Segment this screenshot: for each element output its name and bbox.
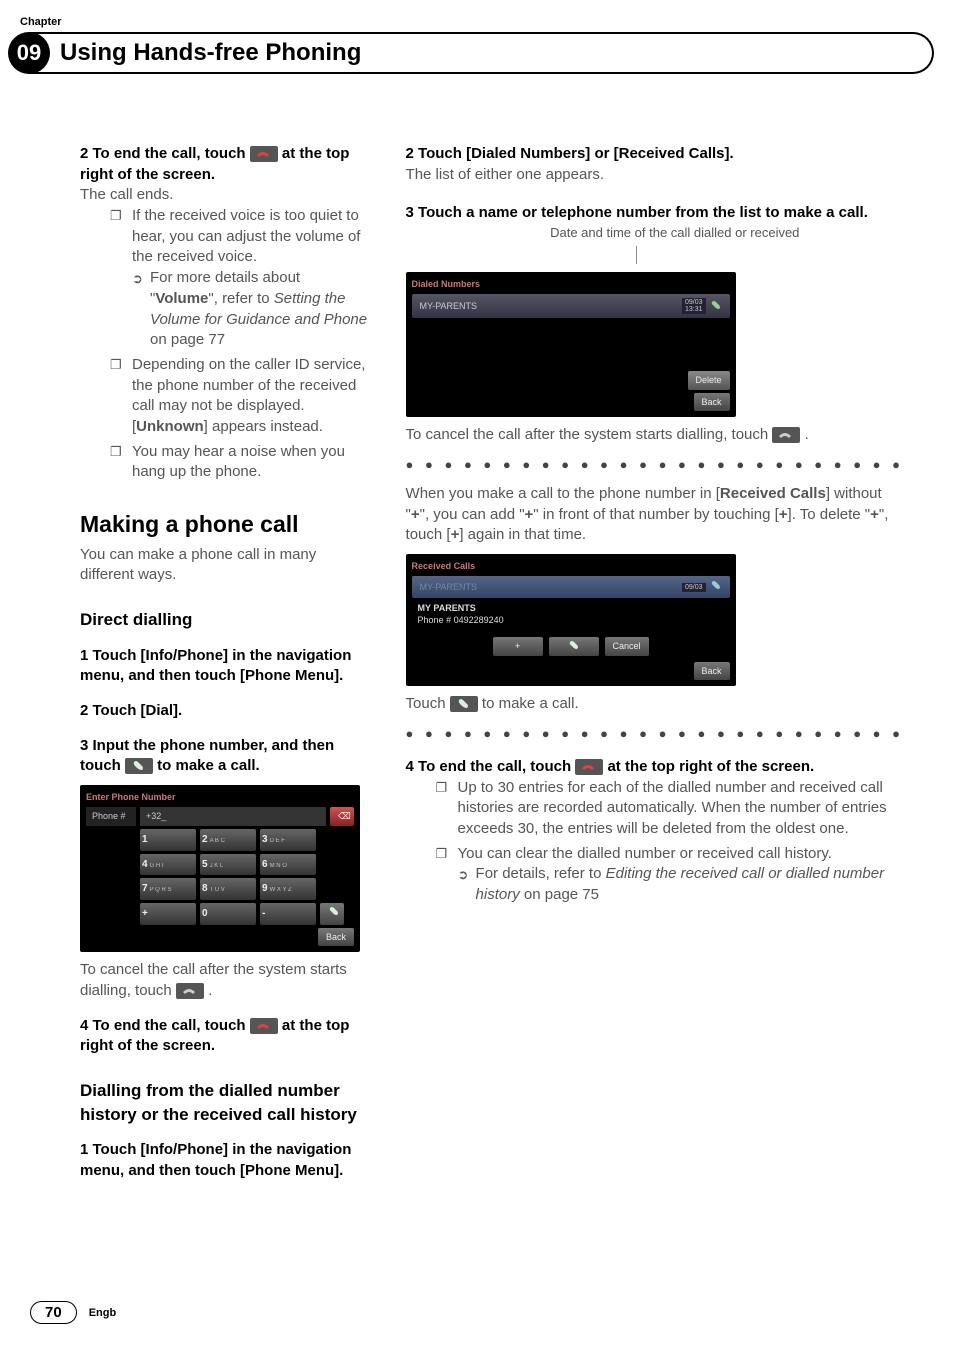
header-title-wrap: Using Hands-free Phoning	[28, 32, 934, 74]
history-step-3: 3 Touch a name or telephone number from …	[406, 203, 904, 224]
ss-hist-date: 09/03 13:31	[682, 298, 706, 314]
notes-list: If the received voice is too quiet to he…	[110, 206, 371, 483]
ss-recv-title: Received Calls	[412, 560, 730, 572]
ss-back-button[interactable]: Back	[318, 928, 354, 946]
ss-phone-label: Phone #	[86, 807, 136, 825]
ss-hist-entry[interactable]: MY-PARENTS 09/03 13:31	[412, 294, 730, 318]
ss-keypad-key[interactable]: 7P Q R S	[140, 878, 196, 900]
direct-step-4: 4 To end the call, touch at the top righ…	[80, 1016, 371, 1057]
left-column: 2 To end the call, touch at the top righ…	[80, 130, 371, 1181]
content-columns: 2 To end the call, touch at the top righ…	[80, 130, 904, 1181]
page-number: 70	[30, 1301, 77, 1324]
screenshot-received-calls: Received Calls MY-PARENTS 09/03 MY PAREN…	[406, 554, 736, 686]
ss-cancel-button[interactable]: Cancel	[605, 637, 649, 656]
cancel-dial-text: To cancel the call after the system star…	[80, 960, 371, 1001]
page-footer: 70 Engb	[30, 1301, 116, 1324]
ss-phone-value: +32_	[140, 807, 326, 825]
note-noise: You may hear a noise when you hang up th…	[110, 442, 371, 483]
ss-keypad-key[interactable]: -	[260, 903, 316, 925]
ss-keypad-key[interactable]: 2A B C	[200, 829, 256, 851]
note-volume: If the received voice is too quiet to he…	[110, 206, 371, 351]
caption-pointer-line	[636, 246, 637, 264]
ss-recv-highlight[interactable]: MY-PARENTS 09/03	[412, 576, 730, 597]
screenshot-dial-pad: Enter Phone Number Phone # +32_ ⌫ 12A B …	[80, 785, 360, 952]
ss-recv-date: 09/03	[682, 583, 706, 592]
ss-keypad-key[interactable]: 6M N O	[260, 854, 316, 876]
ss-plus-button[interactable]: +	[493, 637, 543, 656]
ss-hist-entry-name: MY-PARENTS	[420, 300, 478, 312]
screenshot-dialed-numbers: Dialed Numbers MY-PARENTS 09/03 13:31 De…	[406, 272, 736, 417]
heading-dial-history: Dialling from the dialled number history…	[80, 1079, 371, 1126]
history-notes-list: Up to 30 entries for each of the dialled…	[436, 778, 904, 906]
right-column: 2 Touch [Dialed Numbers] or [Received Ca…	[406, 130, 904, 1181]
history-step-1: 1 Touch [Info/Phone] in the navigation m…	[80, 1140, 371, 1181]
plus-prefix-paragraph: When you make a call to the phone number…	[406, 484, 904, 546]
heading-direct-dialling: Direct dialling	[80, 608, 371, 631]
call-ends-text: The call ends.	[80, 185, 371, 206]
ss-hist-call-icon	[710, 300, 722, 313]
page-header: Chapter 09 Using Hands-free Phoning	[0, 16, 954, 74]
cancel-hist-text: To cancel the call after the system star…	[406, 425, 904, 446]
datetime-caption: Date and time of the call dialled or rec…	[446, 224, 904, 242]
ss-keypad-key[interactable]: 8T U V	[200, 878, 256, 900]
ss-keypad-key[interactable]: 0	[200, 903, 256, 925]
direct-step-2: 2 Touch [Dial].	[80, 701, 371, 722]
dial-icon	[450, 696, 478, 712]
step-2-end-call: 2 To end the call, touch at the top righ…	[80, 144, 371, 185]
ss-recv-name: MY PARENTS	[418, 602, 724, 614]
ss-call-button[interactable]	[549, 637, 599, 656]
hangup-icon	[250, 146, 278, 162]
chapter-label: Chapter	[0, 16, 954, 28]
ss-keypad-key[interactable]: 1	[140, 829, 196, 851]
touch-to-call-text: Touch to make a call.	[406, 694, 904, 715]
making-call-body: You can make a phone call in many differ…	[80, 545, 371, 586]
separator-dots: ● ● ● ● ● ● ● ● ● ● ● ● ● ● ● ● ● ● ● ● …	[406, 456, 904, 474]
ss-delete-button[interactable]: Delete	[688, 371, 730, 389]
history-step-2-body: The list of either one appears.	[406, 165, 904, 186]
direct-step-1: 1 Touch [Info/Phone] in the navigation m…	[80, 646, 371, 687]
ss-keypad-key[interactable]: 4G H I	[140, 854, 196, 876]
note-caller-id: Depending on the caller ID service, the …	[110, 355, 371, 438]
ss-keypad: 12A B C3D E F 4G H I5J K L6M N O 7P Q R S8…	[140, 829, 354, 925]
note-clear-history: You can clear the dialled number or rece…	[436, 844, 904, 906]
direct-step-3: 3 Input the phone number, and then touch…	[80, 736, 371, 777]
ss-dial-title: Enter Phone Number	[86, 791, 354, 803]
cancel-call-icon	[772, 427, 800, 443]
history-step-2: 2 Touch [Dialed Numbers] or [Received Ca…	[406, 144, 904, 165]
ss-keypad-key[interactable]: 5J K L	[200, 854, 256, 876]
note-volume-ref: For more details about "Volume", refer t…	[132, 268, 371, 351]
ss-recv-phone: Phone # 0492289240	[418, 614, 724, 626]
ss-recv-call-icon	[710, 580, 722, 593]
hangup-icon	[250, 1018, 278, 1034]
separator-dots: ● ● ● ● ● ● ● ● ● ● ● ● ● ● ● ● ● ● ● ● …	[406, 725, 904, 743]
language-code: Engb	[89, 1307, 117, 1319]
note-30-entries: Up to 30 entries for each of the dialled…	[436, 778, 904, 840]
ss-keypad-key[interactable]: 9W X Y Z	[260, 878, 316, 900]
ss-dial-call-button[interactable]	[320, 903, 344, 925]
history-step-4: 4 To end the call, touch at the top righ…	[406, 757, 904, 778]
chapter-number-badge: 09	[8, 32, 50, 74]
ss-back-button[interactable]: Back	[694, 393, 730, 411]
ss-backspace-button[interactable]: ⌫	[330, 807, 354, 825]
ss-hist-title: Dialed Numbers	[412, 278, 730, 290]
cancel-call-icon	[176, 983, 204, 999]
ss-keypad-key[interactable]: 3D E F	[260, 829, 316, 851]
ss-back-button[interactable]: Back	[694, 662, 730, 680]
dial-icon	[125, 758, 153, 774]
note-clear-ref: For details, refer to Editing the receiv…	[458, 864, 904, 905]
header-bar: 09 Using Hands-free Phoning	[0, 32, 954, 74]
ss-recv-details: MY PARENTS Phone # 0492289240	[412, 598, 730, 631]
hangup-icon	[575, 759, 603, 775]
heading-making-call: Making a phone call	[80, 509, 371, 541]
ss-keypad-key[interactable]: +	[140, 903, 196, 925]
section-title: Using Hands-free Phoning	[60, 39, 361, 67]
